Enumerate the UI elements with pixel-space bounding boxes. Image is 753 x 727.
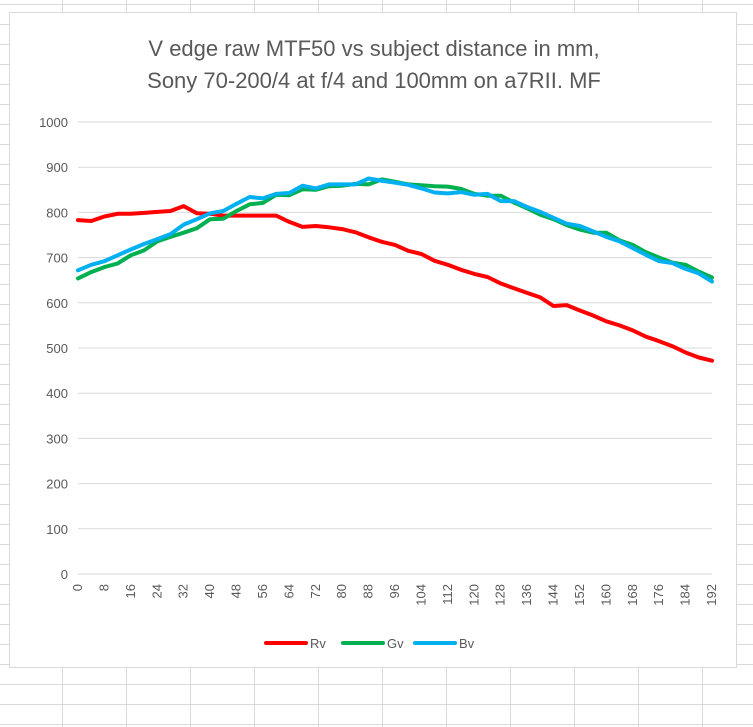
x-tick-label-120: 120 bbox=[466, 584, 481, 606]
line-chart: 0 100 200 300 400 500 600 700 800 900 1000 0 8 16 24 32… bbox=[39, 115, 719, 651]
x-tick-label-56: 56 bbox=[255, 584, 270, 598]
x-tick-label-8: 8 bbox=[96, 584, 111, 591]
y-tick-label-200: 200 bbox=[46, 477, 68, 492]
x-tick-label-128: 128 bbox=[493, 584, 508, 606]
legend-label-bv: Bv bbox=[459, 636, 475, 651]
x-tick-label-112: 112 bbox=[440, 584, 455, 605]
series-line-bv bbox=[76, 176, 714, 284]
y-tick-label-500: 500 bbox=[46, 341, 68, 356]
x-tick-label-88: 88 bbox=[361, 584, 376, 598]
x-tick-label-64: 64 bbox=[281, 584, 296, 598]
y-tick-label-300: 300 bbox=[46, 431, 68, 446]
x-tick-label-192: 192 bbox=[704, 584, 719, 606]
legend-label-rv: Rv bbox=[310, 636, 326, 651]
y-tick-label-100: 100 bbox=[46, 522, 68, 537]
x-tick-label-24: 24 bbox=[149, 584, 164, 598]
y-tick-label-1000: 1000 bbox=[39, 115, 68, 130]
y-tick-label-400: 400 bbox=[46, 386, 68, 401]
chart-title-line-1: V edge raw MTF50 vs subject distance in … bbox=[148, 36, 600, 61]
x-tick-label-152: 152 bbox=[572, 584, 587, 606]
x-tick-label-168: 168 bbox=[625, 584, 640, 606]
x-tick-label-40: 40 bbox=[202, 584, 217, 598]
x-tick-label-72: 72 bbox=[308, 584, 323, 598]
y-tick-label-800: 800 bbox=[46, 205, 68, 220]
x-tick-label-176: 176 bbox=[651, 584, 666, 606]
series-line-rv bbox=[76, 204, 714, 363]
x-tick-label-144: 144 bbox=[546, 584, 561, 606]
chart-title-line-2: Sony 70-200/4 at f/4 and 100mm on a7RII.… bbox=[147, 68, 601, 93]
y-tick-label-600: 600 bbox=[46, 296, 68, 311]
chart-area[interactable]: V edge raw MTF50 vs subject distance in … bbox=[9, 12, 737, 668]
x-tick-label-96: 96 bbox=[387, 584, 402, 598]
x-tick-label-32: 32 bbox=[176, 584, 191, 598]
y-tick-label-700: 700 bbox=[46, 251, 68, 266]
x-tick-label-0: 0 bbox=[70, 584, 85, 591]
series-line-gv bbox=[76, 177, 714, 281]
x-tick-label-16: 16 bbox=[123, 584, 138, 598]
x-tick-label-104: 104 bbox=[413, 584, 428, 606]
x-tick-label-48: 48 bbox=[229, 584, 244, 598]
legend-label-gv: Gv bbox=[387, 636, 404, 651]
x-tick-label-80: 80 bbox=[334, 584, 349, 598]
y-tick-label-0: 0 bbox=[61, 567, 68, 582]
x-tick-label-136: 136 bbox=[519, 584, 534, 606]
y-tick-label-900: 900 bbox=[46, 160, 68, 175]
x-tick-label-184: 184 bbox=[678, 584, 693, 606]
x-tick-label-160: 160 bbox=[598, 584, 613, 606]
